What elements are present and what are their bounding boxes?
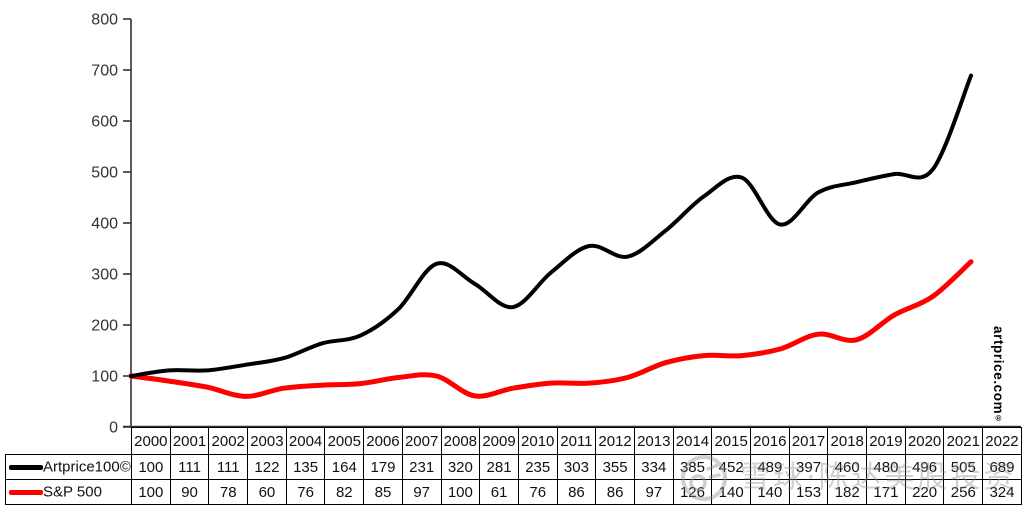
- sp500-line: [128, 259, 974, 399]
- value-cell: 397: [788, 454, 829, 480]
- legend-label: S&P 500: [43, 483, 102, 501]
- year-cell: 2004: [285, 427, 326, 455]
- year-cell: 2005: [324, 427, 365, 455]
- value-cell: 385: [672, 454, 713, 480]
- year-cell: 2009: [479, 427, 519, 455]
- year-cell: 2021: [943, 427, 984, 455]
- year-cell: 2002: [208, 427, 249, 455]
- value-cell: 140: [750, 479, 790, 505]
- value-cell: 76: [285, 479, 326, 505]
- value-cell: 496: [904, 454, 945, 480]
- year-cell: 2006: [363, 427, 403, 455]
- value-cell: 182: [827, 479, 868, 505]
- artprice100-line: [129, 73, 973, 378]
- year-cell: 2016: [750, 427, 790, 455]
- value-cell: 111: [169, 454, 210, 480]
- year-cell: 2000: [131, 427, 171, 455]
- value-cell: 86: [595, 479, 635, 505]
- year-cell: 2017: [788, 427, 829, 455]
- y-axis-tick-label: 500: [91, 165, 118, 182]
- value-cell: 135: [285, 454, 326, 480]
- value-cell: 97: [633, 479, 674, 505]
- value-cell: 76: [517, 479, 558, 505]
- value-cell: 489: [750, 454, 790, 480]
- sp500-row: S&P 500 100 90 78 60 76 82 85 97 100 61 76 86 86 97 126…: [5, 479, 1022, 505]
- value-cell: 140: [711, 479, 751, 505]
- year-cell: 2011: [556, 427, 597, 455]
- year-cell: 2022: [982, 427, 1022, 455]
- value-cell: 480: [866, 454, 906, 480]
- registered-mark: ®: [994, 414, 1003, 424]
- value-cell: 90: [169, 479, 210, 505]
- data-table: 2000 2001 2002 2003 2004 2005 2006 2007 2008 2009…: [5, 427, 1022, 505]
- value-cell: 100: [131, 479, 171, 505]
- value-cell: 505: [943, 454, 984, 480]
- value-cell: 100: [131, 454, 171, 480]
- y-axis-tick-label: 300: [91, 267, 118, 284]
- artprice100-row: Artprice100© 100 111 111 122 135 164 179 231 320 2…: [5, 454, 1022, 480]
- year-cell: 2020: [904, 427, 945, 455]
- value-cell: 220: [904, 479, 945, 505]
- y-axis-tick-label: 800: [91, 12, 118, 29]
- year-cell: 2013: [633, 427, 674, 455]
- legend-cell: Artprice100©: [5, 454, 132, 480]
- value-cell: 355: [595, 454, 635, 480]
- year-cell: 2007: [401, 427, 442, 455]
- year-cell: 2010: [517, 427, 558, 455]
- table-corner-empty-cell: [6, 428, 132, 455]
- legend-label: Artprice100©: [43, 458, 131, 476]
- y-axis-tick-label: 600: [91, 114, 118, 131]
- value-cell: 460: [827, 454, 868, 480]
- legend-cell: S&P 500: [5, 479, 132, 505]
- value-cell: 235: [517, 454, 558, 480]
- legend-line-swatch: [9, 489, 43, 495]
- year-header-row: 2000 2001 2002 2003 2004 2005 2006 2007 2008 2009…: [6, 427, 1022, 455]
- legend-line-swatch: [9, 464, 43, 470]
- value-cell: 334: [633, 454, 674, 480]
- value-cell: 126: [672, 479, 713, 505]
- y-axis-tick-label: 400: [91, 216, 118, 233]
- y-axis-tick-label: 0: [109, 420, 118, 437]
- y-axis-tick-label: 100: [91, 369, 118, 386]
- value-cell: 231: [401, 454, 442, 480]
- value-cell: 281: [479, 454, 519, 480]
- artprice-site-label: artprice.com: [991, 326, 1006, 415]
- year-cell: 2019: [866, 427, 906, 455]
- value-cell: 111: [208, 454, 249, 480]
- value-cell: 60: [247, 479, 287, 505]
- value-cell: 320: [440, 454, 481, 480]
- artprice-brand-text: artprice.com®: [991, 326, 1006, 424]
- value-cell: 452: [711, 454, 751, 480]
- year-cell: 2012: [595, 427, 635, 455]
- value-cell: 164: [324, 454, 365, 480]
- value-cell: 689: [982, 454, 1022, 480]
- value-cell: 82: [324, 479, 365, 505]
- value-cell: 100: [440, 479, 481, 505]
- y-axis-tick-label: 200: [91, 318, 118, 335]
- value-cell: 324: [982, 479, 1022, 505]
- value-cell: 153: [788, 479, 829, 505]
- value-cell: 61: [479, 479, 519, 505]
- y-axis-tick-label: 700: [91, 63, 118, 80]
- value-cell: 122: [247, 454, 287, 480]
- value-cell: 78: [208, 479, 249, 505]
- year-cell: 2001: [169, 427, 210, 455]
- value-cell: 256: [943, 479, 984, 505]
- year-cell: 2018: [827, 427, 868, 455]
- year-cell: 2015: [711, 427, 751, 455]
- value-cell: 85: [363, 479, 403, 505]
- value-cell: 97: [401, 479, 442, 505]
- value-cell: 86: [556, 479, 597, 505]
- value-cell: 171: [866, 479, 906, 505]
- value-cell: 179: [363, 454, 403, 480]
- value-cell: 303: [556, 454, 597, 480]
- year-cell: 2014: [672, 427, 713, 455]
- year-cell: 2003: [247, 427, 287, 455]
- year-cell: 2008: [440, 427, 481, 455]
